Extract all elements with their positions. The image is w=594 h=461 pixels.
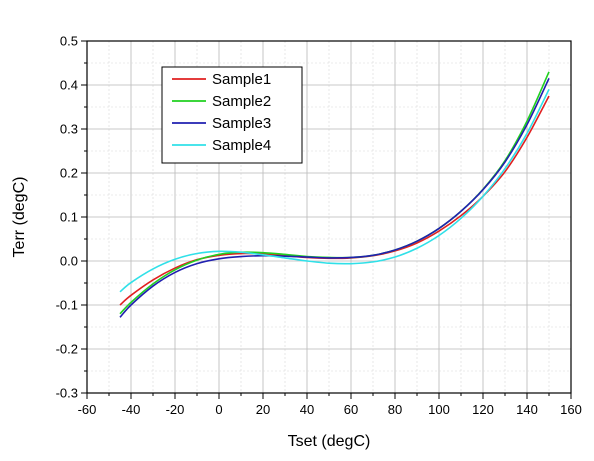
legend-label-sample2: Sample2: [212, 93, 271, 110]
y-tick-label: 0.1: [60, 210, 78, 225]
y-tick-label: -0.3: [56, 386, 78, 401]
x-tick-label: 140: [516, 402, 538, 417]
x-tick-label: 160: [560, 402, 582, 417]
x-tick-label: 0: [215, 402, 222, 417]
x-tick-label: 20: [256, 402, 270, 417]
legend-label-sample1: Sample1: [212, 71, 271, 88]
x-tick-label: 100: [428, 402, 450, 417]
grid: [87, 41, 571, 393]
x-tick-label: -20: [166, 402, 185, 417]
x-tick-label: 80: [388, 402, 402, 417]
y-tick-label: -0.2: [56, 342, 78, 357]
legend-label-sample3: Sample3: [212, 115, 271, 132]
axis-ticks: [81, 40, 572, 399]
x-axis-title: Tset (degC): [288, 433, 371, 450]
x-tick-label: 40: [300, 402, 314, 417]
x-tick-label: -40: [122, 402, 141, 417]
legend: Sample1 Sample2 Sample3 Sample4: [161, 66, 303, 164]
y-tick-label: 0.2: [60, 166, 78, 181]
y-tick-label: 0.5: [60, 34, 78, 49]
y-tick-label: 0.0: [60, 254, 78, 269]
x-tick-label: -60: [78, 402, 97, 417]
x-tick-label: 60: [344, 402, 358, 417]
legend-box: [161, 66, 303, 164]
series-lines: [119, 71, 550, 318]
series-line-sample4: [119, 89, 550, 293]
tick-labels: -60 -40 -20 0 20 40 60 80 100 120 140 160 -0.3 -0.2 -0…: [56, 34, 582, 418]
legend-label-sample4: Sample4: [212, 137, 271, 154]
series-line-sample3: [119, 78, 550, 318]
y-tick-label: 0.3: [60, 122, 78, 137]
y-tick-label: -0.1: [56, 298, 78, 313]
y-tick-label: 0.4: [60, 78, 78, 93]
x-tick-label: 120: [472, 402, 494, 417]
y-axis-title: Terr (degC): [11, 177, 28, 258]
